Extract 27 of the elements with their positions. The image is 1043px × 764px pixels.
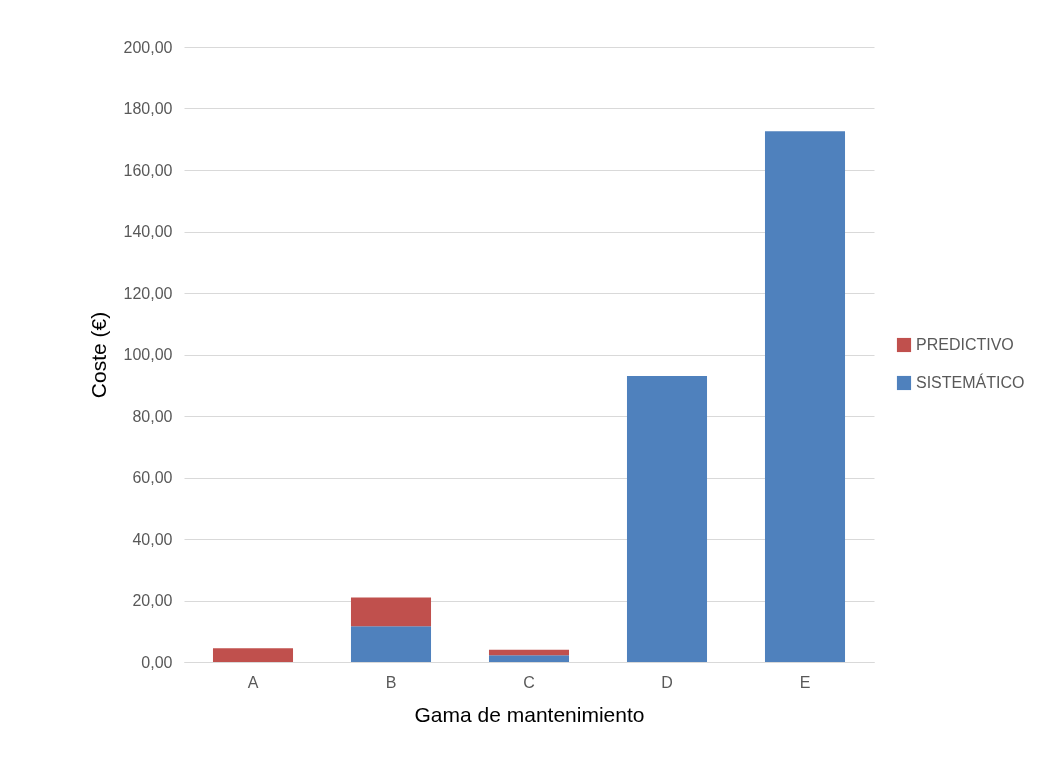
y-tick-label: 60,00 — [132, 469, 173, 486]
y-tick-label: 120,00 — [123, 284, 173, 302]
y-tick-label: 160,00 — [123, 161, 173, 179]
bar — [626, 376, 708, 662]
x-axis-title: Gama de mantenimiento — [414, 702, 645, 726]
bar — [350, 597, 432, 627]
x-tick-label: D — [661, 673, 673, 691]
y-tick-label: 140,00 — [123, 223, 173, 240]
bar — [764, 131, 846, 662]
y-tick-label: 40,00 — [132, 530, 173, 548]
legend-label: PREDICTIVO — [916, 336, 1014, 353]
bar — [488, 649, 570, 656]
x-tick-label: E — [799, 673, 811, 691]
y-tick-label: 80,00 — [132, 407, 173, 425]
y-axis-title: Coste (€) — [86, 311, 110, 399]
y-tick-label: 0,00 — [141, 653, 173, 671]
x-tick-label: A — [247, 673, 259, 691]
bar — [350, 626, 432, 662]
bar — [488, 655, 570, 662]
legend-label: SISTEMÁTICO — [916, 373, 1025, 391]
x-tick-label: C — [523, 673, 535, 691]
y-tick-label: 100,00 — [123, 346, 173, 363]
bar — [212, 648, 294, 662]
y-tick-label: 20,00 — [132, 592, 173, 609]
y-tick-label: 180,00 — [123, 100, 173, 117]
x-tick-label: B — [385, 673, 397, 691]
y-tick-label: 200,00 — [123, 38, 173, 56]
